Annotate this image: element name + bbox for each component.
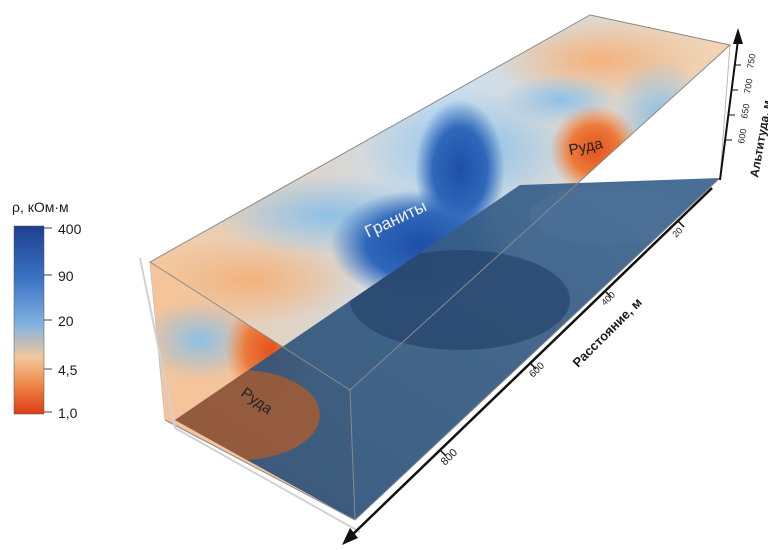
altitude-tick-label: 700	[742, 78, 754, 95]
altitude-arrow-icon	[733, 28, 743, 44]
block-outer-frame	[139, 257, 361, 533]
legend-colorbar	[13, 225, 45, 415]
legend-tick-label: 20	[58, 313, 74, 329]
legend-title: ρ, кОм·м	[12, 199, 69, 215]
altitude-tick-label: 750	[745, 53, 757, 70]
label-ore-top: Руда	[567, 135, 605, 159]
legend-tick-label: 90	[58, 268, 74, 284]
legend-ticks	[44, 227, 52, 413]
legend-tick-label: 400	[58, 221, 82, 237]
altitude-tick-label: 600	[736, 128, 748, 145]
distance-arrow-icon	[342, 528, 358, 545]
altitude-tick-label: 650	[739, 103, 751, 120]
legend-tick-label: 4,5	[58, 362, 78, 378]
block-front-edges	[149, 14, 732, 521]
legend-tick-label: 1,0	[58, 405, 78, 421]
colorbar-legend: ρ, кОм·м 400 90 20 4,5 1,0	[12, 199, 82, 421]
altitude-axis: 600 650 700 750 Альтитуда, м	[719, 28, 768, 181]
